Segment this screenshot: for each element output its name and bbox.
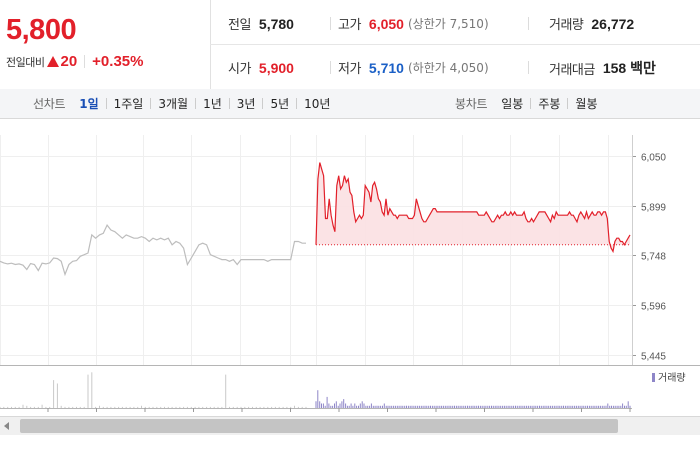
- stat-value: 5,710: [368, 59, 404, 76]
- previous-day-line: [0, 223, 306, 277]
- y-tick-label: 5,748: [641, 252, 666, 263]
- change-label: 전일대비: [6, 55, 45, 69]
- chart-svg[interactable]: 6,050 5,899 5,748 5,596 5,445 거래량: [0, 119, 700, 416]
- divider: [84, 55, 86, 68]
- toolbar-separator: [262, 98, 264, 109]
- line-chart-title: 선차트: [33, 97, 66, 111]
- period-tab-3[interactable]: 1년: [203, 97, 222, 111]
- stat-value: 5,900: [258, 59, 294, 76]
- period-tab-1[interactable]: 1주일: [113, 97, 144, 111]
- upper-limit: (상한가 7,510): [407, 17, 489, 31]
- stat-label: 거래대금: [549, 62, 595, 78]
- price-chart[interactable]: 6,050 5,899 5,748 5,596 5,445 거래량: [0, 119, 700, 416]
- toolbar-separator: [567, 98, 569, 109]
- candle-chart-periods: 봉차트 일봉 주봉 월봉: [455, 89, 599, 118]
- stat-label: 시가: [228, 62, 251, 77]
- row-divider: [210, 44, 700, 45]
- candle-tab-0[interactable]: 일봉: [501, 97, 524, 111]
- y-tick-label: 5,899: [641, 203, 666, 214]
- y-tick-label: 5,445: [641, 352, 666, 363]
- period-tab-5[interactable]: 5년: [270, 97, 290, 111]
- change-row: 전일대비 20 +0.35%: [6, 53, 143, 70]
- up-triangle-icon: [47, 55, 60, 67]
- period-tab-6[interactable]: 10년: [304, 97, 331, 111]
- stat-label: 저가: [338, 62, 361, 77]
- scroll-left-arrow-icon[interactable]: [4, 422, 9, 430]
- lower-limit: (하한가 4,050): [407, 61, 489, 75]
- period-tab-0[interactable]: 1일: [79, 97, 99, 111]
- current-price: 5,800: [6, 14, 77, 46]
- stat-label: 전일: [228, 18, 251, 33]
- change-percent: +0.35%: [92, 53, 144, 70]
- y-tick-label: 6,050: [641, 153, 666, 164]
- stat-open: 시가 5,900: [228, 58, 294, 78]
- period-tab-4[interactable]: 3년: [236, 97, 256, 111]
- col-divider: [330, 17, 331, 30]
- volume-legend-label: 거래량: [658, 372, 686, 384]
- quote-panel: 5,800 전일대비 20 +0.35% 전일 5,780 고가 6,050 (…: [0, 0, 700, 90]
- today-price-line: [315, 162, 631, 254]
- stat-label: 거래량: [549, 18, 584, 33]
- stat-high: 고가 6,050 (상한가 7,510): [338, 14, 489, 34]
- period-tab-2[interactable]: 3개월: [158, 97, 189, 111]
- toolbar-separator: [296, 98, 298, 109]
- stat-value: 5,780: [258, 15, 294, 32]
- today-area-fill: [316, 162, 630, 252]
- stat-value: 26,772: [591, 15, 635, 32]
- toolbar-separator: [228, 98, 230, 109]
- stat-volume: 거래량 26,772: [549, 14, 635, 34]
- col-divider: [528, 17, 529, 30]
- y-tick-label: 5,596: [641, 302, 666, 313]
- chart-scrollbar[interactable]: [0, 416, 700, 435]
- stat-label: 고가: [338, 18, 361, 33]
- scroll-thumb[interactable]: [20, 419, 618, 433]
- col-divider: [528, 61, 529, 74]
- col-divider: [330, 61, 331, 74]
- candle-chart-title: 봉차트: [455, 97, 488, 111]
- change-value: 20: [60, 53, 78, 70]
- toolbar-separator: [530, 98, 532, 109]
- stat-prev-close: 전일 5,780: [228, 14, 294, 34]
- stat-value: 158 백만: [602, 60, 656, 76]
- stat-low: 저가 5,710 (하한가 4,050): [338, 58, 489, 78]
- stat-value: 6,050: [368, 15, 404, 32]
- stat-trade-amount: 거래대금 158 백만: [549, 58, 656, 78]
- candle-tab-1[interactable]: 주봉: [538, 97, 561, 111]
- candle-tab-2[interactable]: 월봉: [575, 97, 598, 111]
- chart-period-toolbar: 선차트 1일 1주일 3개월 1년 3년 5년 10년 봉차트 일봉 주봉 월봉: [0, 89, 700, 119]
- toolbar-separator: [195, 98, 197, 109]
- toolbar-separator: [105, 98, 107, 109]
- price-box: 5,800 전일대비 20 +0.35%: [0, 0, 211, 89]
- volume-legend-swatch: [652, 373, 655, 382]
- line-chart-periods: 선차트 1일 1주일 3개월 1년 3년 5년 10년: [33, 89, 331, 118]
- toolbar-separator: [150, 98, 152, 109]
